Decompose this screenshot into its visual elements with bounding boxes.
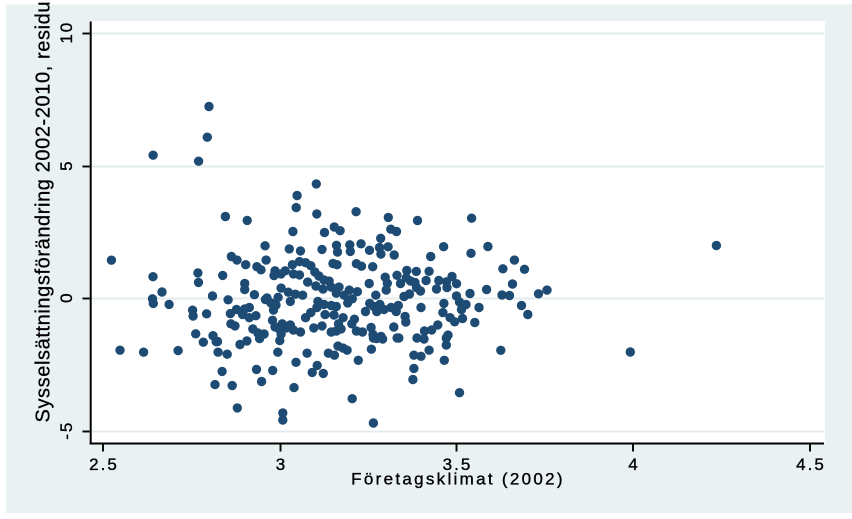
svg-text:2.5: 2.5 [89,455,119,474]
svg-text:4: 4 [628,455,639,474]
svg-text:0: 0 [57,291,76,302]
svg-text:Sysselsättningsförändring 2002: Sysselsättningsförändring 2002-2010, res… [33,0,55,423]
svg-text:-5: -5 [57,421,76,440]
svg-text:4.5: 4.5 [796,455,826,474]
svg-text:5: 5 [57,159,76,170]
svg-text:3: 3 [276,455,287,474]
svg-text:Företagsklimat (2002): Företagsklimat (2002) [351,470,565,489]
svg-text:3.5: 3.5 [443,455,473,474]
svg-text:10: 10 [57,21,76,44]
